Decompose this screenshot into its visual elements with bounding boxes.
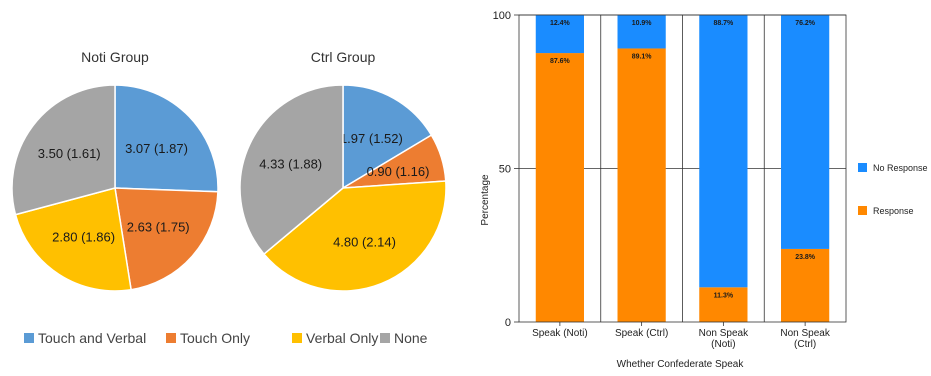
pie-slices: 3.07 (1.87) 2.63 (1.75) 2.80 (1.86) 3.50 (1… <box>11 84 219 292</box>
legend-label: Response <box>873 206 914 216</box>
legend-label: No Response <box>873 163 928 173</box>
y-tick-label: 100 <box>493 10 511 22</box>
x-tick-label: Speak (Noti) <box>532 328 588 339</box>
pie-chart-ctrl: Ctrl Group 1.97 (1.52) 0.90 (1.16) 4.80 (2… <box>239 49 447 292</box>
pie-slice <box>342 84 433 190</box>
bar-data-label: 87.6% <box>550 58 571 65</box>
bar-segment <box>535 53 584 323</box>
x-tick-label: Non Speak (Noti) <box>699 328 749 350</box>
legend-label: Verbal Only <box>306 330 378 346</box>
bar-segment <box>699 15 748 288</box>
pie-slice <box>262 180 447 292</box>
legend-label: Touch Only <box>180 330 250 346</box>
legend-swatch <box>858 206 867 215</box>
pie-chart-noti: Noti Group 3.07 (1.87) 2.63 (1.75) 2.80 (1… <box>11 49 219 292</box>
pie-slice <box>11 84 116 216</box>
legend-swatch <box>292 333 302 343</box>
bar-data-label: 76.2% <box>795 20 816 27</box>
pie-slice-label: 4.33 (1.88) <box>259 157 322 172</box>
y-axis-label: Percentage <box>480 174 491 226</box>
x-axis-label: Whether Confederate Speak <box>617 359 745 370</box>
bar-data-label: 23.8% <box>795 254 816 261</box>
legend-swatch <box>166 333 176 343</box>
pie-slice-label: 2.80 (1.86) <box>52 229 115 244</box>
pie-slice-label: 1.97 (1.52) <box>340 131 403 146</box>
pie-slice <box>239 84 344 256</box>
pie-slice-label: 3.07 (1.87) <box>125 141 188 156</box>
plot-frame <box>518 14 847 323</box>
bar-data-label: 12.4% <box>550 20 571 27</box>
bar-segment <box>781 15 830 249</box>
pie-slice-label: 2.63 (1.75) <box>127 219 190 234</box>
x-tick-label: Speak (Ctrl) <box>615 328 668 339</box>
bar-series: 87.6% 12.4% 89.1% 10.9% 11.3% 88.7% 23.8% 76.2% <box>535 15 830 323</box>
bar-data-label: 89.1% <box>632 53 653 60</box>
legend-swatch <box>380 333 390 343</box>
legend-label: None <box>394 330 428 346</box>
pie-title: Ctrl Group <box>311 49 376 65</box>
bar-data-label: 10.9% <box>632 20 653 27</box>
bar-data-label: 11.3% <box>714 292 734 299</box>
y-tick-label: 50 <box>499 164 511 176</box>
pie-slice <box>14 187 132 292</box>
pie-slice-label: 0.90 (1.16) <box>367 164 430 179</box>
bar-segment <box>617 15 666 49</box>
pie-slice-label: 3.50 (1.61) <box>38 146 101 161</box>
pie-slice <box>114 84 219 193</box>
bar-segment <box>781 248 830 322</box>
stacked-bar-chart: 87.6% 12.4% 89.1% 10.9% 11.3% 88.7% 23.8% 76.2%… <box>480 10 928 370</box>
x-tick-label: Non Speak (Ctrl) <box>780 328 830 350</box>
pie-slice-label: 4.80 (2.14) <box>333 235 396 250</box>
bar-segment <box>699 287 748 322</box>
pie-legend: Touch and Verbal Touch Only Verbal Only Non… <box>24 330 428 346</box>
bar-data-label: 88.7% <box>713 20 734 27</box>
bar-segment <box>617 48 666 322</box>
y-tick-label: 0 <box>505 317 511 329</box>
pie-title: Noti Group <box>81 49 149 65</box>
pie-slice <box>114 187 219 291</box>
legend-swatch <box>24 333 34 343</box>
pie-slices: 1.97 (1.52) 0.90 (1.16) 4.80 (2.14) 4.33 (1… <box>239 84 447 292</box>
axes: 0 50 100 Speak (Noti) Speak (Ctrl) Non Speak(… <box>493 10 847 350</box>
legend-swatch <box>858 163 867 172</box>
bar-legend: No Response Response <box>858 163 928 216</box>
bar-segment <box>535 15 584 54</box>
legend-label: Touch and Verbal <box>38 330 146 346</box>
